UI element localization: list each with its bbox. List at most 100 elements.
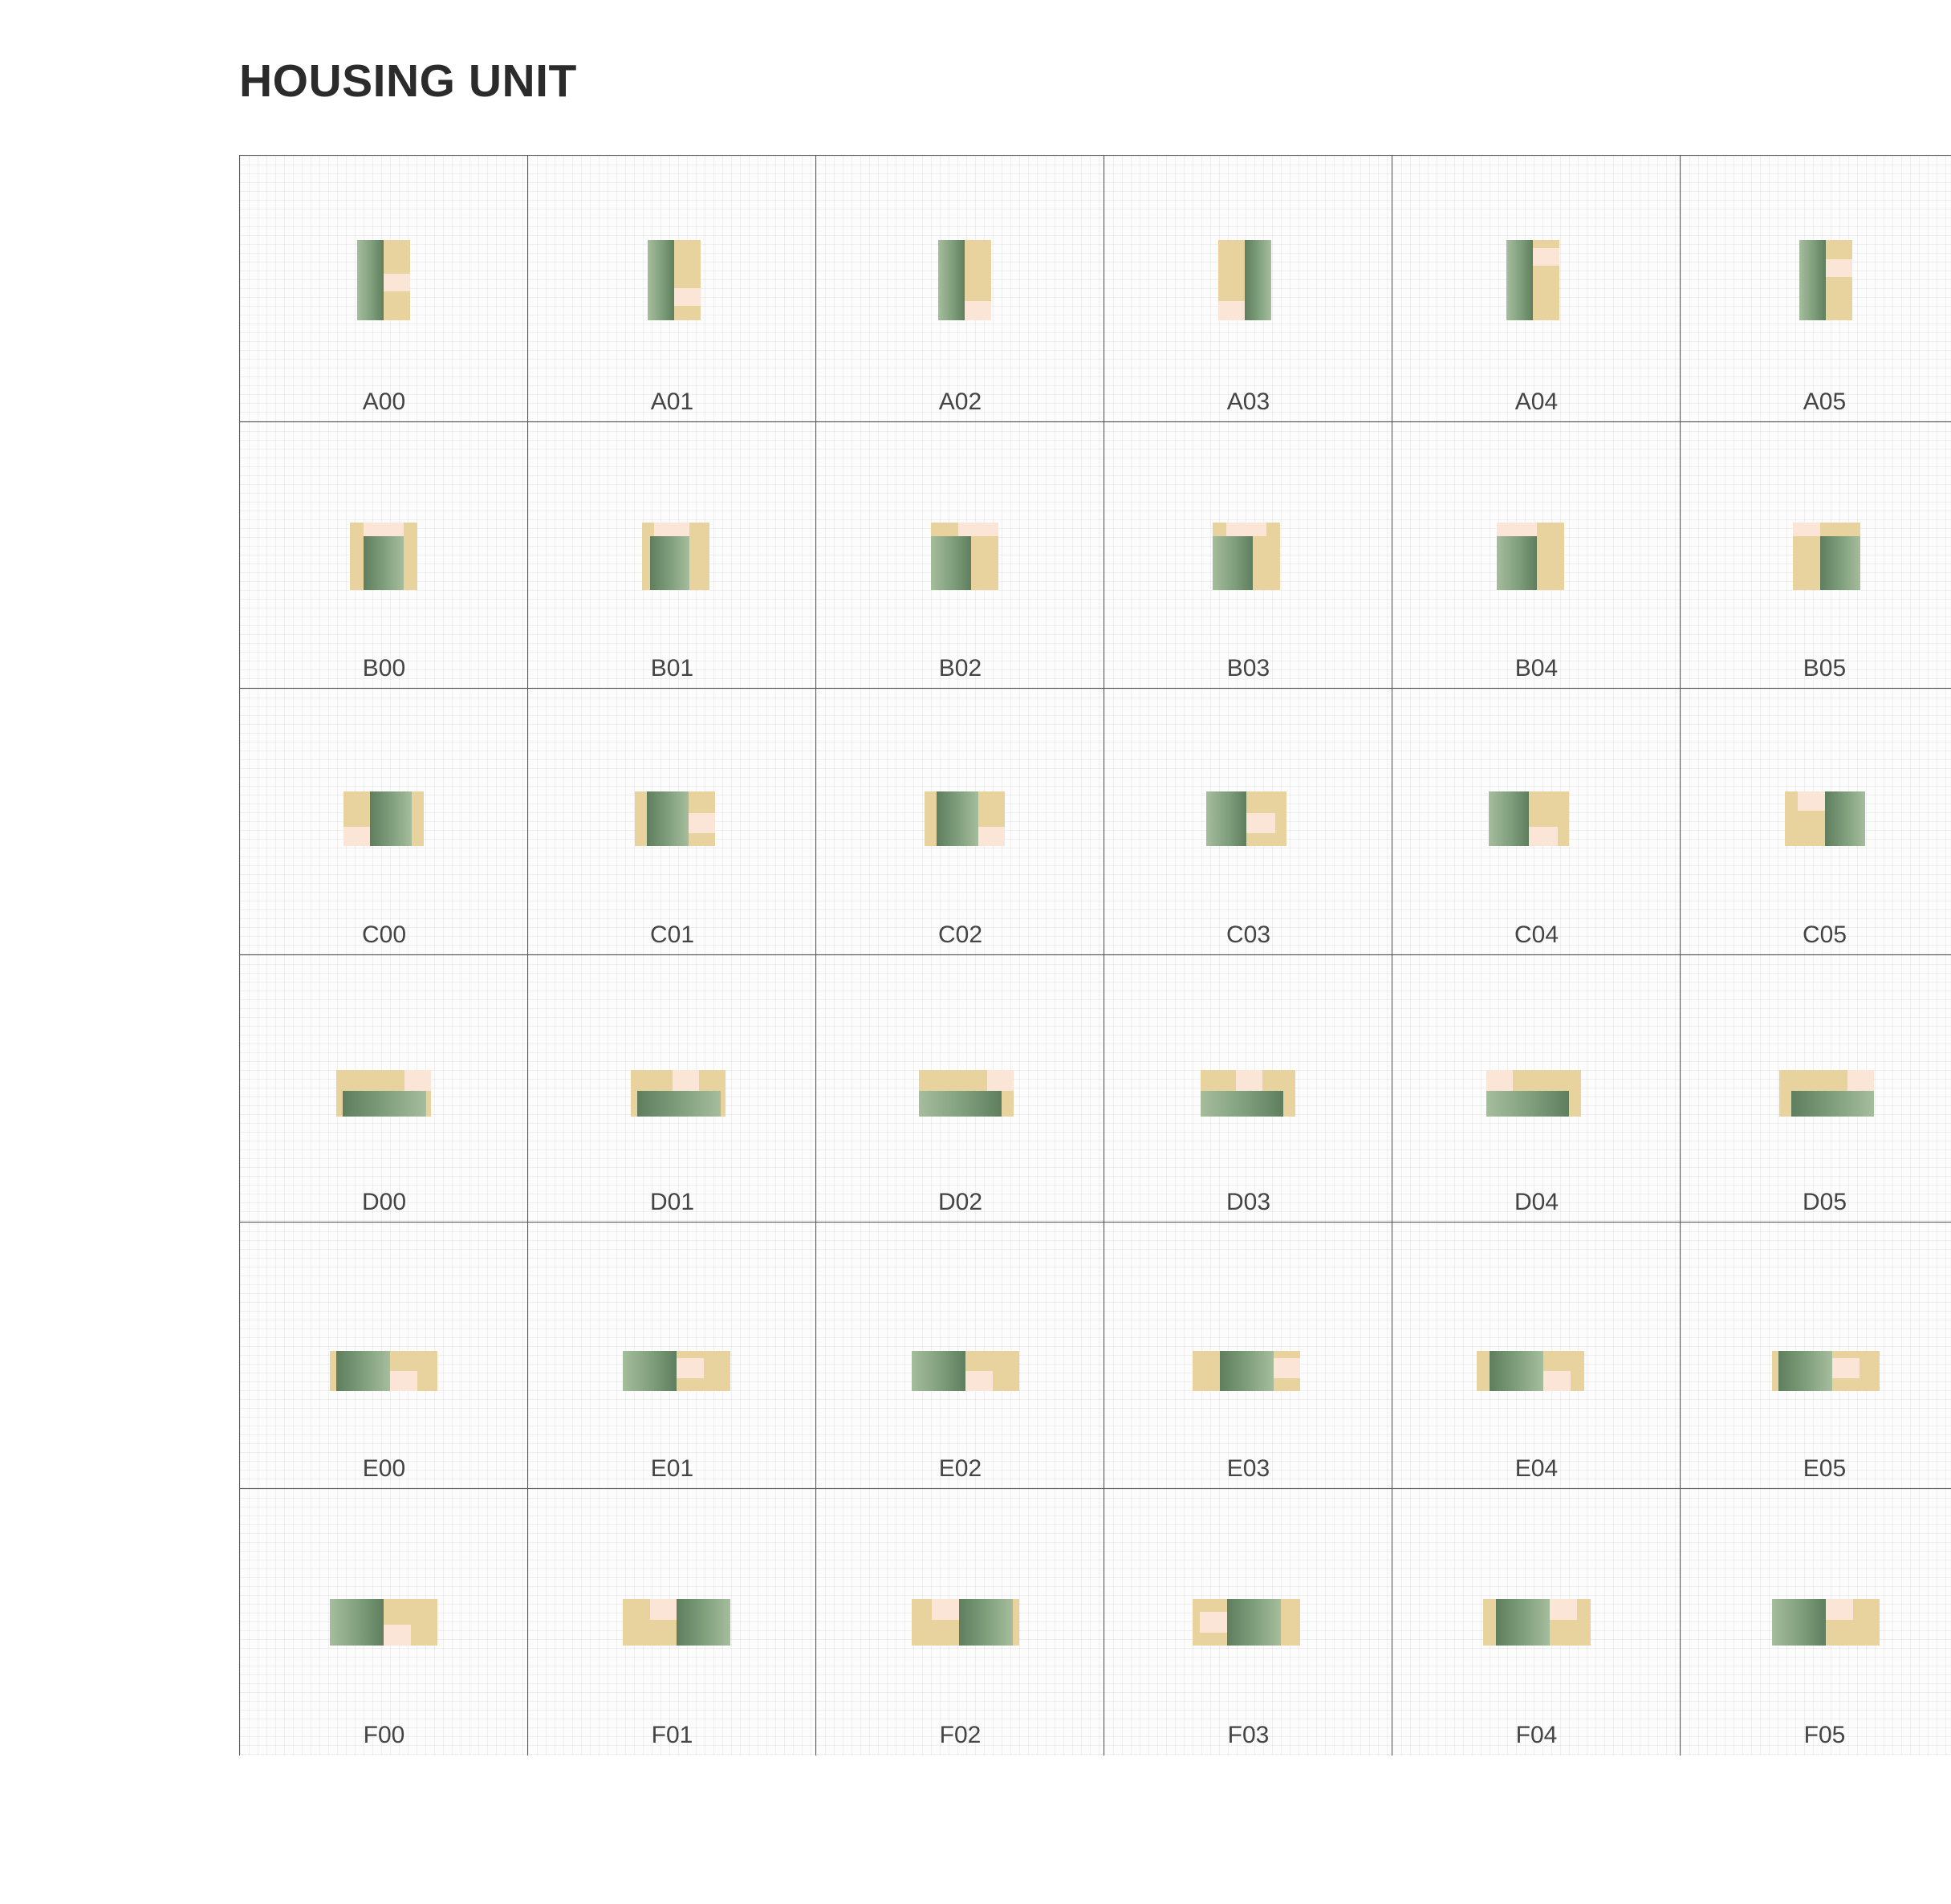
unit-label: F02	[939, 1722, 982, 1748]
unit-diagram	[631, 1070, 726, 1117]
unit-diagram	[931, 523, 998, 590]
wet-zone-block	[1273, 1358, 1300, 1378]
unit-label: D01	[649, 1189, 695, 1215]
living-zone-block	[1496, 1599, 1551, 1646]
unit-cell-f00: F00	[239, 1488, 528, 1756]
unit-label: E03	[1226, 1455, 1270, 1482]
unit-label: C05	[1802, 921, 1847, 948]
unit-label: C00	[361, 921, 407, 948]
unit-diagram	[1785, 791, 1865, 846]
unit-diagram	[1486, 1070, 1581, 1117]
service-zone-block	[1826, 240, 1852, 320]
living-zone-block	[677, 1599, 730, 1646]
wet-zone-block	[1235, 1070, 1262, 1092]
unit-cell-c00: C00	[239, 688, 528, 955]
wet-zone-block	[390, 1371, 417, 1391]
unit-diagram	[938, 240, 991, 320]
wet-zone-block	[1200, 1612, 1227, 1633]
unit-label: A02	[938, 389, 982, 415]
living-zone-block	[1213, 535, 1254, 590]
wet-zone-block	[649, 1599, 677, 1621]
living-zone-block	[1226, 1599, 1281, 1646]
unit-diagram	[1489, 791, 1569, 846]
unit-cell-c04: C04	[1392, 688, 1681, 955]
service-zone-block	[674, 240, 701, 320]
unit-cell-a04: A04	[1392, 155, 1681, 422]
living-zone-block	[1799, 240, 1826, 320]
unit-diagram	[1206, 791, 1286, 846]
unit-cell-d05: D05	[1680, 954, 1951, 1223]
living-zone-block	[647, 791, 689, 846]
living-zone-block	[357, 240, 384, 320]
unit-diagram	[1506, 240, 1559, 320]
wet-zone-block	[689, 813, 715, 833]
wet-zone-block	[986, 1070, 1014, 1092]
unit-diagram	[1779, 1070, 1874, 1117]
living-zone-block	[1772, 1599, 1826, 1646]
unit-diagram	[330, 1351, 437, 1391]
wet-zone-block	[965, 1371, 993, 1391]
unit-diagram	[925, 791, 1005, 846]
unit-cell-c02: C02	[815, 688, 1104, 955]
unit-cell-b05: B05	[1680, 421, 1951, 689]
unit-label: A05	[1803, 389, 1847, 415]
unit-diagram	[1793, 523, 1860, 590]
unit-cell-c05: C05	[1680, 688, 1951, 955]
unit-label: C03	[1225, 921, 1271, 948]
unit-diagram	[357, 240, 410, 320]
unit-cell-d03: D03	[1104, 954, 1392, 1223]
unit-diagram	[1497, 523, 1564, 590]
living-zone-block	[336, 1351, 391, 1391]
living-zone-block	[1486, 1091, 1569, 1117]
wet-zone-block	[384, 274, 410, 291]
unit-label: D02	[937, 1189, 983, 1215]
unit-cell-e04: E04	[1392, 1222, 1681, 1489]
living-zone-block	[938, 240, 965, 320]
wet-zone-block	[1497, 523, 1538, 536]
living-zone-block	[1245, 240, 1271, 320]
living-zone-block	[648, 240, 674, 320]
living-zone-block	[343, 1091, 427, 1117]
wet-zone-block	[1798, 791, 1825, 812]
unit-label: B01	[650, 655, 694, 681]
wet-zone-block	[384, 1624, 411, 1646]
unit-label: D04	[1514, 1189, 1559, 1215]
unit-diagram	[1772, 1599, 1880, 1646]
unit-diagram	[336, 1070, 431, 1117]
wet-zone-block	[932, 1599, 959, 1621]
unit-cell-a00: A00	[239, 155, 528, 422]
living-zone-block	[330, 1599, 384, 1646]
wet-zone-block	[965, 301, 991, 320]
unit-cell-d00: D00	[239, 954, 528, 1223]
unit-diagram	[912, 1351, 1019, 1391]
wet-zone-block	[1246, 813, 1275, 833]
unit-cell-f03: F03	[1104, 1488, 1392, 1756]
unit-cell-d02: D02	[815, 954, 1104, 1223]
unit-label: C01	[649, 921, 695, 948]
unit-label: F04	[1515, 1722, 1558, 1748]
unit-cell-d04: D04	[1392, 954, 1681, 1223]
unit-cell-f05: F05	[1680, 1488, 1951, 1756]
unit-cell-a03: A03	[1104, 155, 1392, 422]
unit-label: A04	[1514, 389, 1559, 415]
wet-zone-block	[978, 826, 1005, 846]
unit-diagram	[623, 1351, 730, 1391]
unit-label: A03	[1226, 389, 1270, 415]
living-zone-block	[1219, 1351, 1274, 1391]
unit-cell-a01: A01	[527, 155, 816, 422]
unit-label: F01	[651, 1722, 693, 1748]
wet-zone-block	[957, 523, 998, 536]
unit-label: A00	[362, 389, 406, 415]
unit-label: B05	[1803, 655, 1847, 681]
living-zone-block	[1497, 535, 1538, 590]
wet-zone-block	[654, 523, 689, 536]
unit-label: F05	[1803, 1722, 1846, 1748]
unit-label: B02	[938, 655, 982, 681]
unit-label: B00	[362, 655, 406, 681]
unit-cell-b04: B04	[1392, 421, 1681, 689]
unit-cell-e00: E00	[239, 1222, 528, 1489]
unit-diagram	[1483, 1599, 1591, 1646]
living-zone-block	[363, 535, 404, 590]
unit-diagram	[1193, 1351, 1300, 1391]
living-zone-block	[637, 1091, 721, 1117]
